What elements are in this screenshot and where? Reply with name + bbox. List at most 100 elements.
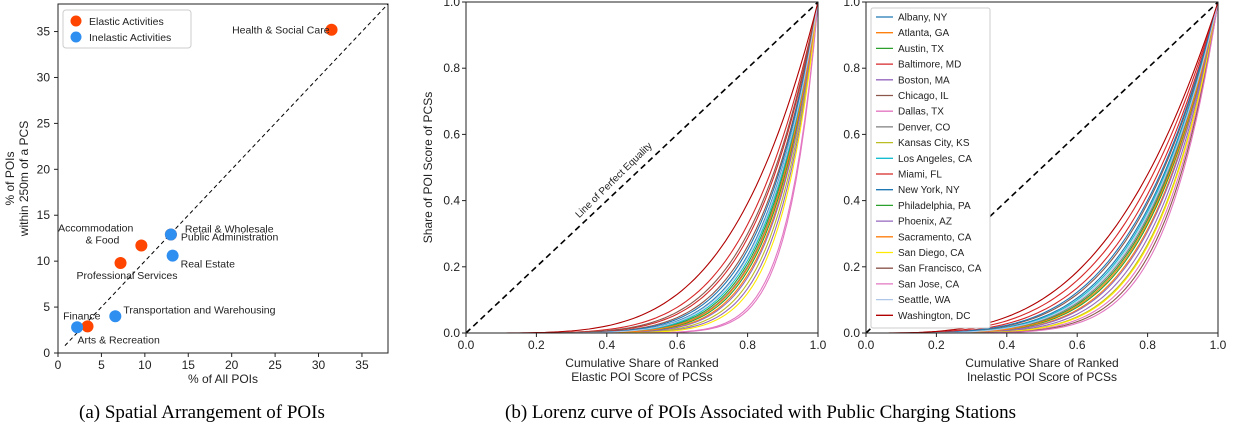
x-axis-label-line: Cumulative Share of Ranked [565,356,718,370]
legend-label: Baltimore, MD [898,60,961,71]
y-tick-label: 0.6 [843,127,860,141]
scatter-point [325,23,338,36]
caption-b: (b) Lorenz curve of POIs Associated with… [505,402,1016,423]
y-tick-label: 0.2 [443,260,460,274]
y-tick-label: 0.2 [843,260,860,274]
x-tick-label: 0.2 [928,338,945,352]
point-label-line: Accommodation [58,223,133,235]
scatter-point [164,228,177,241]
y-tick-label: 0.8 [443,61,460,75]
point-label: Arts & Recreation [78,334,160,346]
lorenz-elastic-panel-frame [465,1,819,334]
legend-box [62,9,192,49]
scatter-panel: 0 5 10 15 20 25 30 35 0 5 10 15 20 25 30 35 % of All POI… [3,3,389,386]
legend-label: Boston, MA [898,75,950,86]
figure-canvas: 0 5 10 15 20 25 30 35 0 5 10 15 20 25 30 35 % of All POI… [3,0,1227,386]
equality-line [465,1,819,334]
scatter-point [109,310,122,323]
x-tick-label: 0.0 [458,338,475,352]
x-axis-label-line: Elastic POI Score of PCSs [571,370,712,384]
equality-annotation: Line of Perfect Equality [574,141,655,221]
legend-label: Sacramento, CA [898,232,972,243]
x-tick-label: 10 [138,358,152,372]
legend-label: Los Angeles, CA [898,154,972,165]
y-tick-label: 30 [37,70,51,84]
x-tick-label: 30 [312,358,326,372]
point-label: Professional Services [77,270,178,282]
legend-label: Elastic Activities [89,16,164,28]
point-label-line: & Food [86,235,120,247]
legend-marker [70,15,82,27]
y-tick-label: 1.0 [843,0,860,9]
y-tick-label: 15 [37,208,51,222]
y-tick-label: 0.6 [443,127,460,141]
x-tick-label: 0 [55,358,62,372]
scatter-point [135,239,148,252]
reference-line [64,3,389,346]
legend-label: Phoenix, AZ [898,217,952,228]
point-label: Public Administration [181,232,279,244]
scatter-point [166,249,179,262]
y-tick-label: 0.0 [443,326,460,340]
y-axis-label-line: within 250m of a PCS [17,121,31,237]
legend-label: Austin, TX [898,44,944,55]
legend-label: Albany, NY [898,13,948,24]
y-axis-label: Share of POI Score of PCSs [421,92,435,243]
x-axis-label: Cumulative Share of Ranked Inelastic POI … [965,356,1118,384]
x-tick-label: 1.0 [1210,338,1227,352]
legend-label: Inelastic Activities [89,32,171,44]
x-axis-label-line: Inelastic POI Score of PCSs [967,370,1117,384]
y-tick-label: 5 [43,300,50,314]
lorenz-elastic-panel: 0.0 0.2 0.4 0.6 0.8 1.0 0.0 0.2 0.4 0.6 0.8 1.0 Cumu… [421,0,827,384]
legend-label: Miami, FL [898,170,942,181]
x-tick-label: 15 [182,358,196,372]
legend-label: Denver, CO [898,122,950,133]
y-axis-label-line: % of POIs [3,151,17,205]
x-tick-label: 0.8 [1139,338,1156,352]
x-tick-label: 25 [268,358,282,372]
point-label: Health & Social Care [232,25,330,37]
legend-label: New York, NY [898,185,960,196]
point-label: Accommodation & Food [58,223,133,247]
y-tick-label: 0 [43,346,50,360]
scatter-frame [57,3,389,354]
y-tick-label: 0.4 [443,194,460,208]
point-label: Transportation and Warehousing [123,304,275,316]
legend-label: Philadelphia, PA [898,201,971,212]
legend-label: Washington, DC [898,311,970,322]
point-label: Finance [63,310,101,322]
x-tick-label: 0.4 [598,338,615,352]
y-tick-label: 20 [37,162,51,176]
lorenz-curve [866,1,1219,334]
lorenz-inelastic-panel-frame [865,1,1219,334]
x-tick-label: 0.8 [739,338,756,352]
lorenz-inelastic-panel: 0.0 0.2 0.4 0.6 0.8 1.0 0.0 0.2 0.4 0.6 0.8 1.0 Cumu… [843,0,1226,384]
y-axis-label: % of POIswithin 250m of a PCS [3,121,31,237]
scatter-point [114,256,127,269]
legend-box [870,7,991,329]
legend-label: Seattle, WA [898,295,951,306]
legend-label: Chicago, IL [898,91,949,102]
legend-label: San Diego, CA [898,248,964,259]
y-tick-label: 35 [37,25,51,39]
x-tick-label: 0.6 [1069,338,1086,352]
legend-label: Kansas City, KS [898,138,970,149]
x-axis-label-line: Cumulative Share of Ranked [965,356,1118,370]
x-tick-label: 0.2 [528,338,545,352]
point-label: Retail & Wholesale [185,224,274,236]
y-tick-label: 0.0 [843,326,860,340]
x-tick-label: 20 [225,358,239,372]
y-tick-label: 0.8 [843,61,860,75]
y-tick-label: 10 [37,254,51,268]
x-tick-label: 0.0 [858,338,875,352]
city-legend: Albany, NY Atlanta, GA Austin, TX Baltimore… [870,7,991,329]
legend-label: San Jose, CA [898,279,959,290]
x-tick-label: 1.0 [810,338,827,352]
point-label: Real Estate [181,259,235,271]
legend-marker [70,31,82,43]
x-axis-label: % of All POIs [188,372,258,386]
scatter-point [81,320,94,333]
y-tick-label: 0.4 [843,194,860,208]
y-tick-label: 1.0 [443,0,460,9]
legend-label: Atlanta, GA [898,28,949,39]
